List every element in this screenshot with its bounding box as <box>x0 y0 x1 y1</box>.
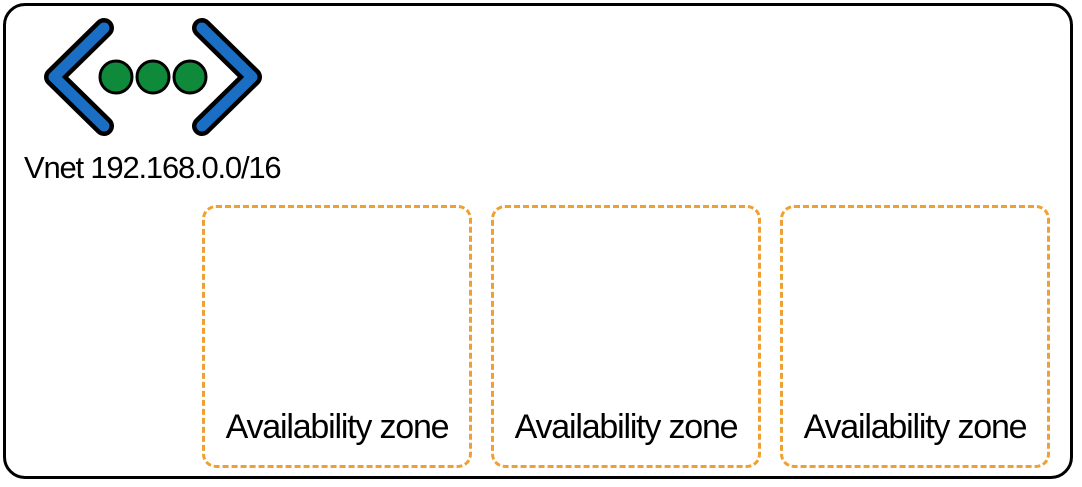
availability-zone-label: Availability zone <box>514 408 739 446</box>
availability-zone-2: Availability zone <box>491 205 761 468</box>
dot-shape <box>98 59 134 95</box>
dot-shape <box>172 59 208 95</box>
vnet-container: Vnet 192.168.0.0/16 Availability zone Av… <box>3 3 1073 479</box>
availability-zone-label: Availability zone <box>225 408 450 446</box>
availability-zone-1: Availability zone <box>202 205 472 468</box>
vnet-label: Vnet 192.168.0.0/16 <box>24 150 282 185</box>
virtual-network-icon <box>44 18 262 136</box>
availability-zone-3: Availability zone <box>780 205 1050 468</box>
availability-zone-label: Availability zone <box>803 408 1028 446</box>
dot-shape <box>135 59 171 95</box>
